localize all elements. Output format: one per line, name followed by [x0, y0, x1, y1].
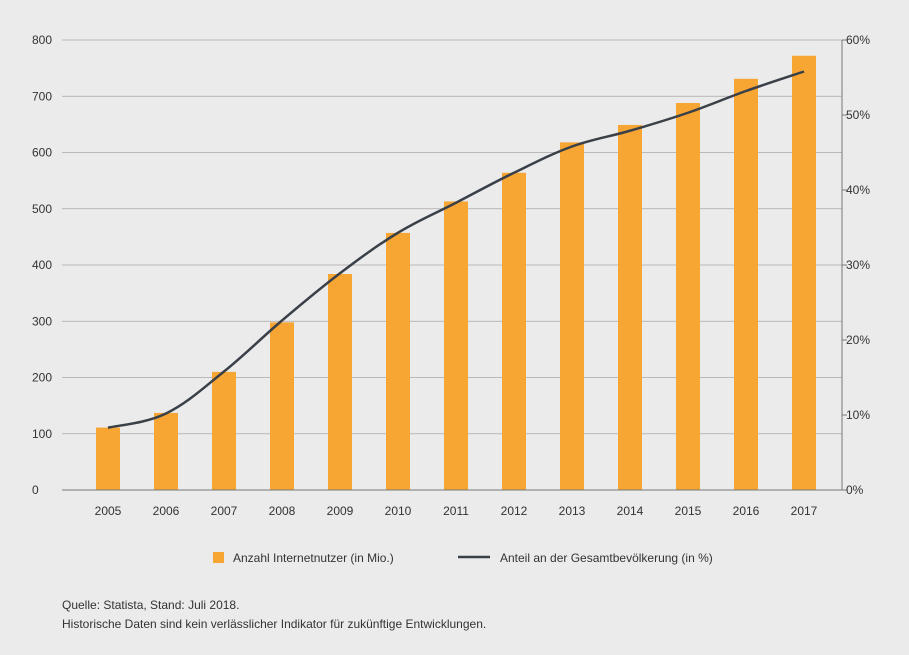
y-left-tick-label: 600: [32, 146, 52, 160]
footnote-source: Quelle: Statista, Stand: Juli 2018.: [62, 598, 239, 612]
x-tick-label: 2007: [211, 504, 238, 518]
y-right-tick-label: 50%: [846, 108, 870, 122]
y-left-tick-label: 800: [32, 33, 52, 47]
y-left-tick-label: 500: [32, 202, 52, 216]
legend-line-label: Anteil an der Gesamtbevölkerung (in %): [500, 551, 713, 565]
bar: [328, 274, 352, 490]
x-tick-label: 2008: [269, 504, 296, 518]
bar: [96, 428, 120, 490]
bar: [502, 173, 526, 490]
y-left-tick-label: 700: [32, 89, 52, 103]
y-right-tick-label: 0%: [846, 483, 864, 497]
legend: Anzahl Internetnutzer (in Mio.) Anteil a…: [213, 551, 713, 565]
y-left-tick-label: 300: [32, 314, 52, 328]
y-left-tick-label: 400: [32, 258, 52, 272]
bar: [734, 79, 758, 490]
legend-bar-label: Anzahl Internetnutzer (in Mio.): [233, 551, 394, 565]
x-tick-label: 2015: [675, 504, 702, 518]
y-right-tick-label: 20%: [846, 333, 870, 347]
bar: [792, 56, 816, 490]
x-tick-label: 2006: [153, 504, 180, 518]
x-tick-label: 2017: [791, 504, 818, 518]
bar: [676, 103, 700, 490]
x-tick-label: 2012: [501, 504, 528, 518]
bar: [618, 125, 642, 490]
bar: [270, 322, 294, 490]
y-right-tick-label: 60%: [846, 33, 870, 47]
footnote-disclaimer: Historische Daten sind kein verlässliche…: [62, 617, 486, 631]
bar: [444, 201, 468, 490]
x-tick-label: 2009: [327, 504, 354, 518]
bar: [212, 372, 236, 490]
y-right-tick-label: 30%: [846, 258, 870, 272]
x-tick-label: 2014: [617, 504, 644, 518]
legend-bar-swatch: [213, 552, 224, 563]
y-left-tick-label: 0: [32, 483, 39, 497]
x-tick-label: 2010: [385, 504, 412, 518]
x-tick-label: 2005: [95, 504, 122, 518]
x-tick-label: 2016: [733, 504, 760, 518]
bar: [386, 233, 410, 490]
x-tick-label: 2013: [559, 504, 586, 518]
y-left-tick-label: 100: [32, 427, 52, 441]
y-right-tick-label: 40%: [846, 183, 870, 197]
bar-series: [96, 56, 816, 490]
y-left-tick-label: 200: [32, 371, 52, 385]
bar: [154, 413, 178, 490]
bar: [560, 142, 584, 490]
x-tick-label: 2011: [443, 504, 469, 518]
y-right-tick-label: 10%: [846, 408, 870, 422]
